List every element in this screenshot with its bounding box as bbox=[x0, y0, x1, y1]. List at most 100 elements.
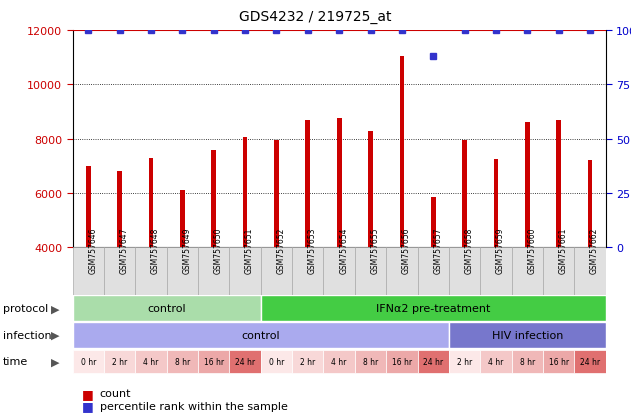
Bar bbox=[198, 350, 230, 373]
Text: GSM757659: GSM757659 bbox=[496, 227, 505, 273]
Text: 24 hr: 24 hr bbox=[580, 357, 600, 366]
Text: percentile rank within the sample: percentile rank within the sample bbox=[100, 401, 288, 411]
Bar bbox=[557, 121, 561, 248]
Text: GSM757650: GSM757650 bbox=[214, 227, 223, 273]
Bar bbox=[587, 161, 593, 248]
Bar bbox=[167, 350, 198, 373]
Bar bbox=[543, 248, 574, 295]
Bar bbox=[104, 350, 135, 373]
Bar bbox=[431, 198, 435, 248]
Bar bbox=[149, 158, 153, 248]
Text: ■: ■ bbox=[82, 399, 94, 412]
Text: ▶: ▶ bbox=[52, 304, 60, 313]
Bar bbox=[512, 350, 543, 373]
Bar bbox=[418, 350, 449, 373]
Text: GSM757653: GSM757653 bbox=[308, 227, 317, 273]
Bar bbox=[230, 350, 261, 373]
Bar bbox=[324, 350, 355, 373]
Bar bbox=[198, 248, 230, 295]
Bar bbox=[368, 131, 373, 248]
Text: 4 hr: 4 hr bbox=[331, 357, 347, 366]
Text: IFNα2 pre-treatment: IFNα2 pre-treatment bbox=[376, 304, 490, 313]
Text: 4 hr: 4 hr bbox=[143, 357, 158, 366]
Text: GSM757647: GSM757647 bbox=[120, 227, 129, 273]
Text: 24 hr: 24 hr bbox=[235, 357, 255, 366]
Text: GSM757652: GSM757652 bbox=[276, 227, 285, 273]
Bar bbox=[117, 172, 122, 248]
Text: GSM757661: GSM757661 bbox=[558, 227, 568, 273]
Text: 2 hr: 2 hr bbox=[300, 357, 316, 366]
Text: GSM757656: GSM757656 bbox=[402, 227, 411, 273]
Text: 2 hr: 2 hr bbox=[112, 357, 127, 366]
Bar bbox=[574, 350, 606, 373]
Bar bbox=[418, 248, 449, 295]
Bar bbox=[480, 350, 512, 373]
Bar bbox=[243, 138, 247, 248]
Bar bbox=[399, 57, 404, 248]
Text: 16 hr: 16 hr bbox=[392, 357, 412, 366]
Bar bbox=[135, 248, 167, 295]
Bar bbox=[73, 322, 449, 348]
Bar bbox=[261, 248, 292, 295]
Bar bbox=[480, 248, 512, 295]
Bar bbox=[355, 248, 386, 295]
Bar bbox=[449, 350, 480, 373]
Text: GSM757654: GSM757654 bbox=[339, 227, 348, 273]
Text: control: control bbox=[148, 304, 186, 313]
Text: 8 hr: 8 hr bbox=[175, 357, 190, 366]
Bar bbox=[493, 160, 498, 248]
Bar bbox=[337, 119, 341, 248]
Text: 8 hr: 8 hr bbox=[363, 357, 378, 366]
Bar bbox=[73, 248, 104, 295]
Text: 4 hr: 4 hr bbox=[488, 357, 504, 366]
Text: ▶: ▶ bbox=[52, 356, 60, 366]
Text: protocol: protocol bbox=[3, 304, 49, 313]
Bar bbox=[449, 322, 606, 348]
Text: GSM757660: GSM757660 bbox=[528, 227, 536, 273]
Text: 16 hr: 16 hr bbox=[548, 357, 569, 366]
Bar bbox=[512, 248, 543, 295]
Text: HIV infection: HIV infection bbox=[492, 330, 563, 340]
Text: GSM757657: GSM757657 bbox=[433, 227, 442, 273]
Text: control: control bbox=[242, 330, 280, 340]
Bar bbox=[104, 248, 135, 295]
Bar bbox=[73, 350, 104, 373]
Text: ▶: ▶ bbox=[52, 330, 60, 340]
Bar bbox=[211, 150, 216, 248]
Text: infection: infection bbox=[3, 330, 52, 340]
Bar bbox=[292, 248, 324, 295]
Bar bbox=[230, 248, 261, 295]
Bar bbox=[525, 123, 529, 248]
Text: time: time bbox=[3, 356, 28, 366]
Text: 2 hr: 2 hr bbox=[457, 357, 472, 366]
Bar bbox=[261, 350, 292, 373]
Bar bbox=[386, 350, 418, 373]
Text: GSM757662: GSM757662 bbox=[590, 227, 599, 273]
Text: GSM757646: GSM757646 bbox=[88, 227, 97, 273]
Bar bbox=[463, 141, 467, 248]
Text: 24 hr: 24 hr bbox=[423, 357, 444, 366]
Text: GSM757648: GSM757648 bbox=[151, 227, 160, 273]
Text: 0 hr: 0 hr bbox=[269, 357, 284, 366]
Text: GSM757655: GSM757655 bbox=[370, 227, 379, 273]
Bar bbox=[292, 350, 324, 373]
Text: GSM757651: GSM757651 bbox=[245, 227, 254, 273]
Bar bbox=[180, 191, 185, 248]
Text: ■: ■ bbox=[82, 387, 94, 400]
Text: 0 hr: 0 hr bbox=[81, 357, 96, 366]
Bar bbox=[167, 248, 198, 295]
Text: GDS4232 / 219725_at: GDS4232 / 219725_at bbox=[239, 10, 392, 24]
Bar bbox=[543, 350, 574, 373]
Bar bbox=[386, 248, 418, 295]
Bar bbox=[355, 350, 386, 373]
Bar bbox=[305, 121, 310, 248]
Bar bbox=[261, 296, 606, 321]
Text: GSM757658: GSM757658 bbox=[464, 227, 474, 273]
Text: GSM757649: GSM757649 bbox=[182, 227, 191, 273]
Bar bbox=[274, 141, 279, 248]
Bar bbox=[86, 166, 91, 248]
Bar bbox=[324, 248, 355, 295]
Bar bbox=[135, 350, 167, 373]
Bar bbox=[449, 248, 480, 295]
Text: 8 hr: 8 hr bbox=[520, 357, 535, 366]
